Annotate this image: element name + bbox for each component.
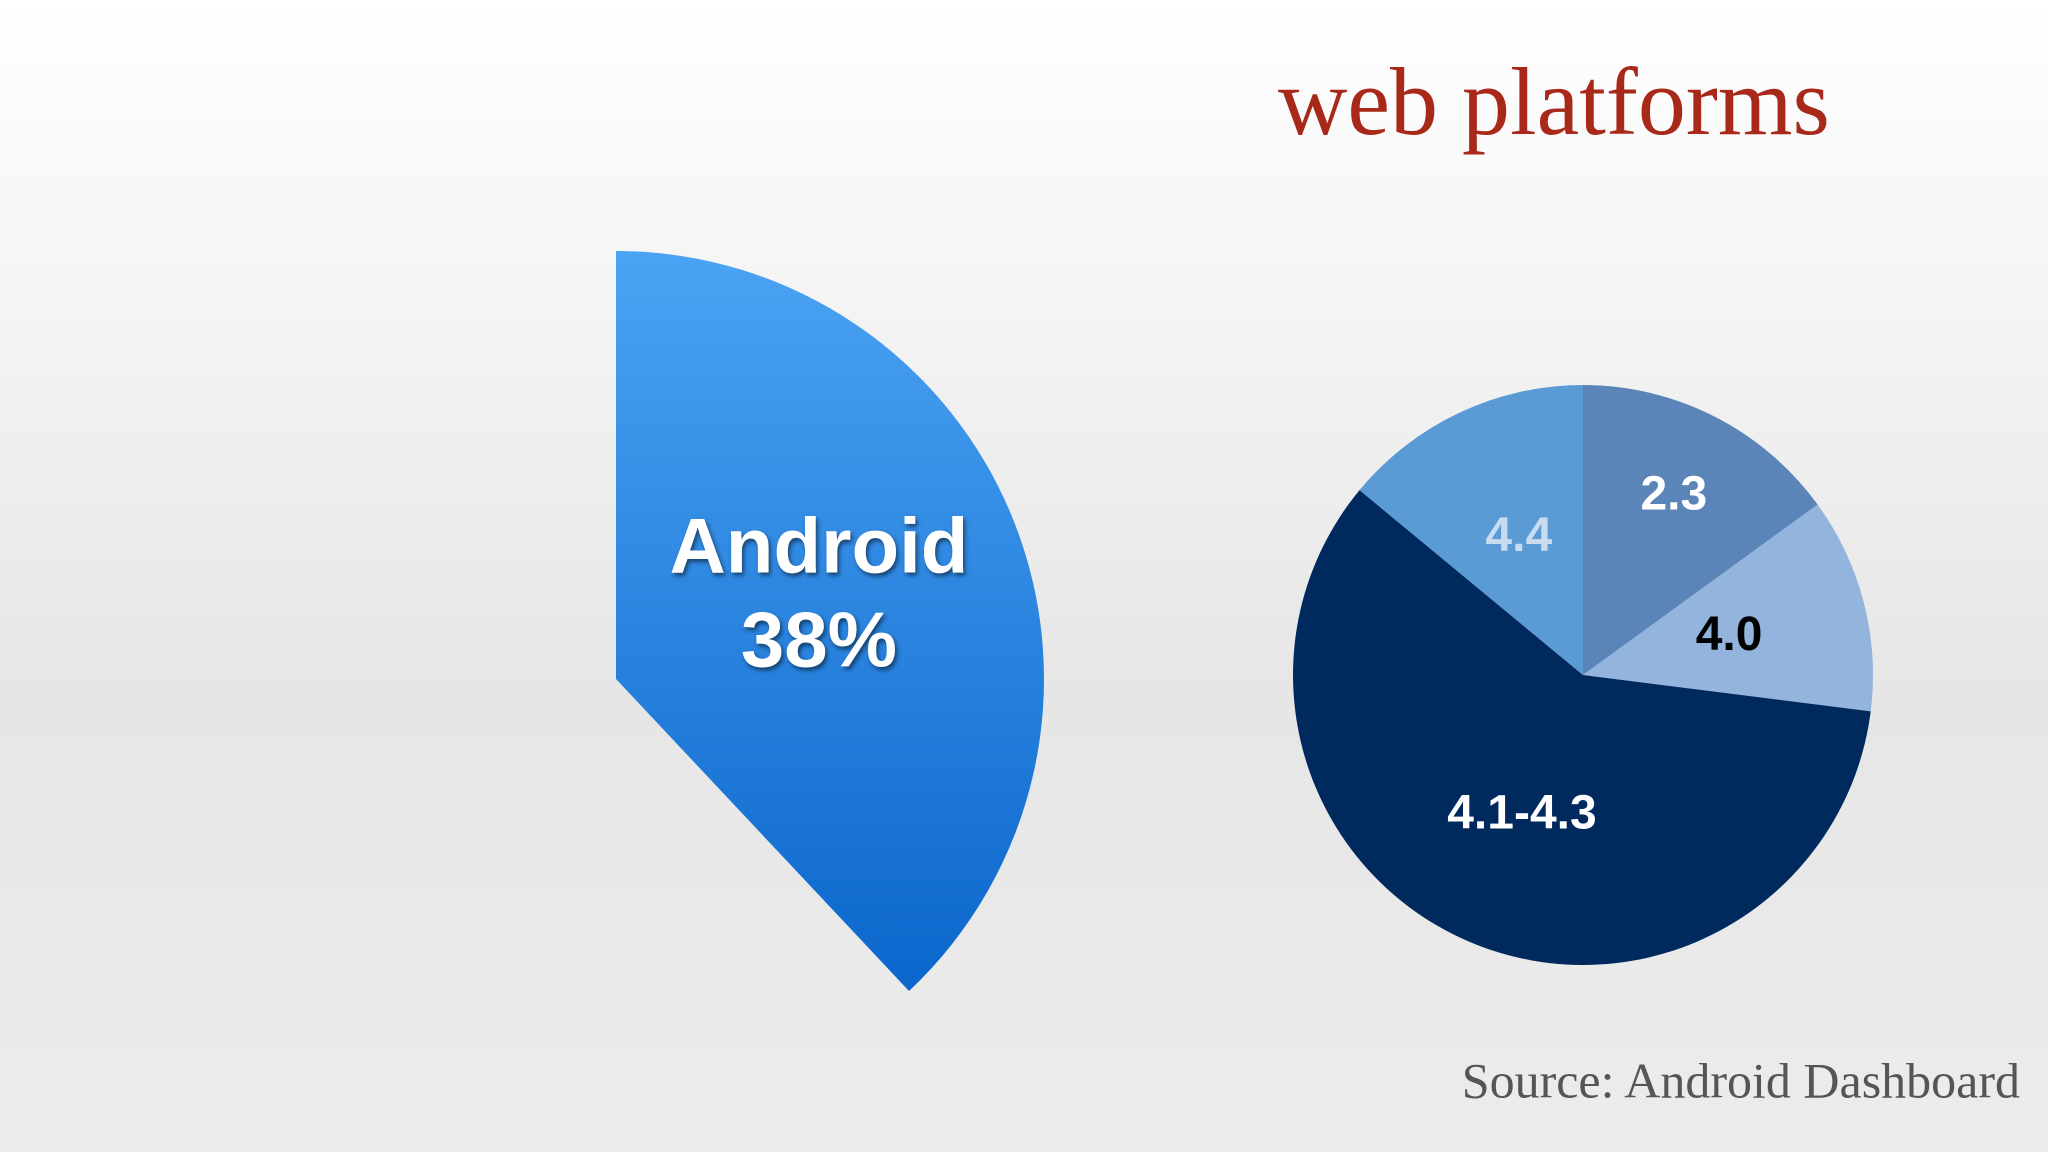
pie-slice (1583, 504, 1873, 712)
slice-label: 4.1-4.3 (1447, 787, 1596, 840)
pie-slice (1359, 385, 1583, 675)
pie-slice (1293, 490, 1871, 965)
slide-title: web platforms (1278, 48, 1830, 155)
pie-slice (616, 251, 1045, 991)
pie-slice (1583, 385, 1818, 675)
slice-label: Android (669, 501, 968, 589)
slice-value-label: 38% (741, 595, 897, 683)
slice-label: 4.0 (1696, 608, 1763, 661)
slice-label: 4.4 (1485, 509, 1552, 562)
source-note: Source: Android Dashboard (1462, 1052, 2020, 1108)
slice-label: 2.3 (1640, 467, 1707, 520)
